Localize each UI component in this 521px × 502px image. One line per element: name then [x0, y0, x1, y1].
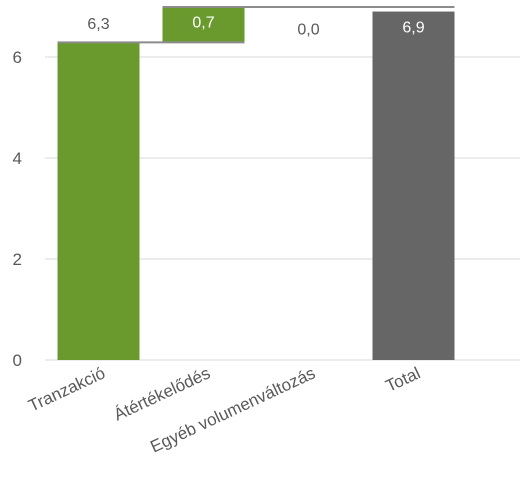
data-label-3: 0,0: [297, 22, 319, 39]
category-label-4: Total: [383, 363, 424, 395]
y-tick-label: 2: [13, 250, 22, 269]
category-label-1: Tranzakció: [25, 363, 108, 415]
y-tick-label: 0: [13, 351, 22, 370]
bar-2: [162, 6, 245, 42]
y-tick-label: 6: [13, 48, 22, 67]
data-label-2: 0,7: [192, 15, 214, 32]
data-label-4: 6,9: [402, 20, 424, 37]
y-axis-ticks: 0 2 4 6: [13, 48, 22, 370]
bar-4: [372, 11, 455, 361]
bars: [57, 6, 455, 361]
data-label-1: 6,3: [87, 16, 109, 33]
data-labels: 6,3 0,7 0,0 6,9: [87, 15, 424, 39]
y-tick-label: 4: [13, 149, 22, 168]
connectors: [57, 6, 455, 44]
bar-1: [57, 41, 140, 360]
